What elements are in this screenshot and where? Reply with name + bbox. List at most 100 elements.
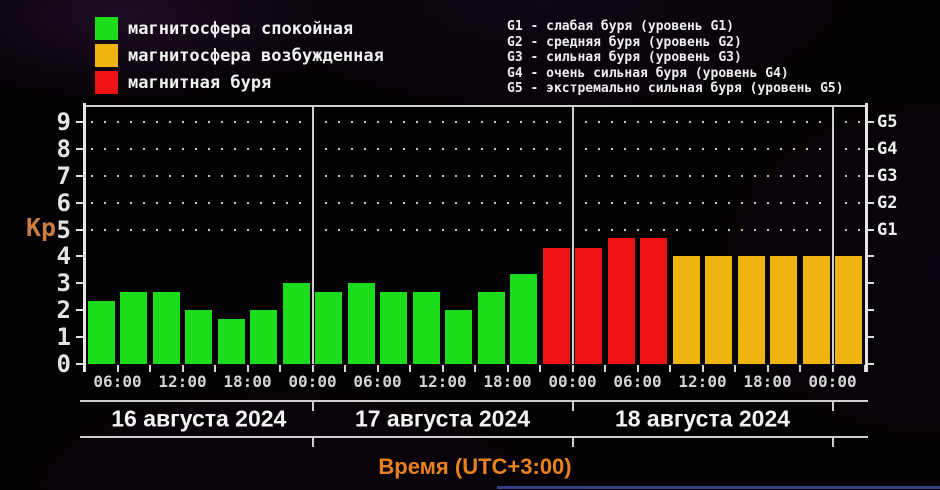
date-band-tick [831, 436, 834, 447]
magnetosphere-legend: магнитосфера спокойная магнитосфера возбу… [95, 17, 384, 98]
right-tick [867, 228, 874, 231]
x-minor-tick [734, 365, 736, 372]
x-minor-tick [636, 365, 639, 372]
y-tick [76, 147, 83, 150]
y-tick-label: 5 [56, 215, 71, 244]
y-tick-label: 3 [56, 269, 71, 298]
storm-level-line: G1 - слабая буря (уровень G1) [507, 19, 734, 34]
right-tick [867, 363, 874, 365]
date-band-tick [311, 436, 314, 447]
x-minor-tick [116, 365, 119, 372]
time-label: 12:00 [678, 372, 727, 391]
x-minor-tick [344, 365, 346, 372]
y-tick-label: 4 [56, 242, 71, 271]
gridline-kp7 [91, 174, 861, 177]
time-label: 12:00 [418, 372, 467, 391]
right-tick [867, 201, 874, 204]
x-minor-tick [539, 365, 541, 372]
video-progress-sliver [497, 486, 940, 489]
kp-bar [412, 292, 440, 364]
kp-bar [672, 256, 700, 364]
y-tick-label: 8 [56, 134, 71, 163]
storm-level-line: G5 - экстремально сильная буря (уровень … [507, 81, 844, 96]
time-label: 00:00 [548, 372, 597, 391]
legend-item: магнитосфера спокойная [95, 17, 384, 40]
right-tick [867, 147, 874, 150]
time-label: 18:00 [223, 372, 272, 391]
kp-bar [120, 292, 148, 364]
kp-bar [347, 283, 375, 364]
time-label: 18:00 [483, 372, 532, 391]
g-level-label: G2 [877, 192, 898, 213]
kp-bar [250, 310, 278, 364]
y-tick-label: 0 [56, 350, 71, 378]
y-tick-label: 2 [56, 296, 71, 325]
legend-item-label: магнитосфера возбужденная [128, 45, 384, 66]
kp-bar [737, 256, 765, 364]
y-tick [76, 363, 83, 365]
x-minor-tick [376, 365, 379, 372]
day-separator-line [831, 106, 834, 364]
legend-item-label: магнитная буря [128, 72, 272, 93]
kp-bar [315, 292, 343, 364]
kp-bar [607, 238, 635, 364]
time-label: 18:00 [743, 372, 792, 391]
kp-bar [445, 310, 473, 364]
time-label: 06:00 [613, 372, 662, 391]
y-axis-title: Kp [26, 213, 57, 242]
right-tick [867, 282, 874, 285]
time-label: 00:00 [288, 372, 337, 391]
kp-bar [770, 256, 798, 364]
y-tick [76, 282, 83, 285]
green-swatch [95, 17, 118, 40]
y-tick [76, 120, 83, 123]
date-label: 18 августа 2024 [614, 405, 791, 432]
right-tick [867, 120, 874, 123]
x-minor-tick [181, 365, 184, 372]
y-tick-label: 9 [56, 107, 71, 136]
y-tick-label: 1 [56, 323, 71, 352]
time-label: 06:00 [353, 372, 402, 391]
kp-bar [282, 283, 310, 364]
right-tick [867, 309, 874, 312]
kp-bar [87, 301, 115, 364]
x-minor-tick [149, 365, 151, 372]
y-tick-label: 6 [56, 188, 71, 217]
day-separator-line [311, 106, 314, 364]
x-minor-tick [279, 365, 281, 372]
right-tick [867, 255, 874, 258]
red-swatch [95, 71, 118, 94]
x-minor-tick [506, 365, 509, 372]
g-level-label: G1 [877, 219, 898, 240]
right-tick [867, 174, 874, 177]
date-band-tick [571, 436, 574, 447]
storm-levels-legend: G1 - слабая буря (уровень G1) G2 - средня… [507, 19, 844, 97]
y-tick [76, 255, 83, 258]
right-axis-line [865, 103, 868, 372]
y-axis-line [83, 103, 86, 372]
gridline-kp8 [91, 147, 861, 150]
kp-bar [217, 319, 245, 364]
kp-bar [477, 292, 505, 364]
gridline-kp9 [91, 120, 861, 123]
date-band-tick [831, 400, 834, 411]
kp-bar [802, 256, 830, 364]
legend-item: магнитная буря [95, 71, 384, 94]
kp-bar [185, 310, 213, 364]
x-minor-tick [441, 365, 444, 372]
plot-top-border [83, 105, 867, 107]
time-label: 00:00 [808, 372, 857, 391]
g-level-label: G3 [877, 165, 898, 186]
date-band-top-line [80, 400, 868, 402]
x-minor-tick [214, 365, 216, 372]
kp-bar [542, 247, 570, 364]
date-band-tick [311, 400, 314, 411]
kp-bar [705, 256, 733, 364]
day-separator-line [571, 106, 574, 364]
y-tick-label: 7 [56, 161, 71, 190]
x-minor-tick [571, 365, 574, 372]
g-level-label: G5 [877, 111, 898, 132]
date-band-tick [571, 400, 574, 411]
